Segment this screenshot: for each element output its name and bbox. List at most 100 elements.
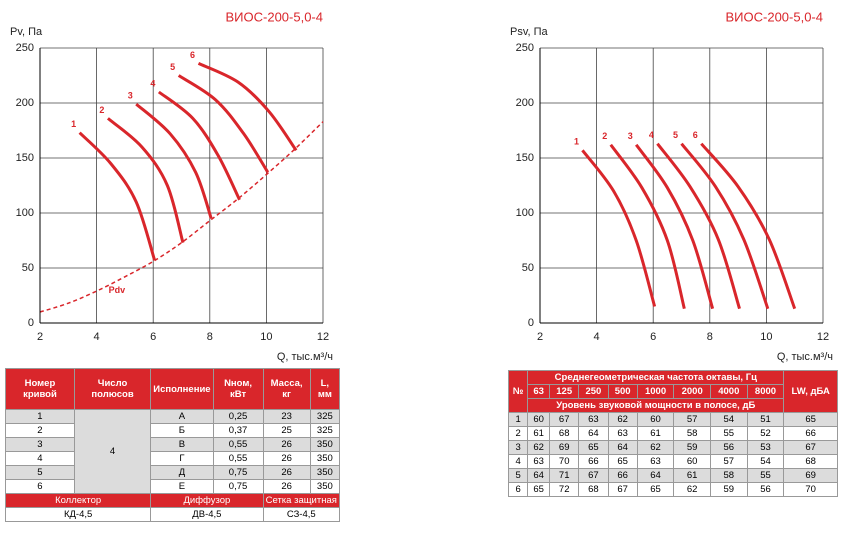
row: 5 Д 0,75 26 350: [5, 465, 341, 480]
series-label: 3: [128, 90, 133, 100]
cell: 63: [636, 454, 675, 469]
row: 2 61 68 64 63 61 58 55 52 66: [507, 426, 838, 441]
row: КД-4,5 ДВ-4,5 СЗ-4,5: [4, 507, 341, 522]
x-tick-label: 4: [594, 331, 600, 343]
header-cell: Nном, кВт: [212, 368, 264, 410]
curve: [581, 149, 657, 307]
y-tick-label: 200: [16, 97, 34, 109]
header-cell: L, мм: [309, 368, 341, 410]
chart-title: ВИОС-200-5,0-4: [226, 9, 324, 24]
curve: [106, 117, 185, 244]
cell: 26: [262, 479, 311, 494]
header-cell: Уровень звуковой мощности в полосе, дБ: [527, 398, 785, 413]
row: 4 63 70 66 65 63 60 57 54 68: [507, 454, 838, 469]
cell: Г: [150, 451, 214, 466]
cell: 62: [527, 440, 551, 455]
header-cell: Диффузор: [150, 493, 264, 508]
cell: 55: [746, 468, 785, 483]
cell: 2: [5, 423, 75, 438]
cell: 68: [549, 426, 580, 441]
y-tick-label: 100: [516, 207, 534, 219]
row: 6 65 72 68 67 65 62 59 56 70: [507, 482, 838, 497]
cell: 60: [673, 454, 711, 469]
cell: 3: [5, 437, 75, 452]
cell: 350: [309, 437, 341, 452]
row: 6 Е 0,75 26 350: [5, 479, 341, 494]
cell: ДВ-4,5: [150, 507, 264, 522]
cell: 59: [673, 440, 711, 455]
cell: КД-4,5: [4, 507, 152, 522]
series-label: 6: [190, 50, 195, 60]
cell: 72: [549, 482, 580, 497]
cell: 26: [262, 437, 311, 452]
x-tick-label: 10: [260, 331, 272, 343]
cell: 65: [636, 482, 675, 497]
row: 2 Б 0,37 25 325: [5, 423, 341, 438]
series-label: 4: [150, 78, 155, 88]
curve: [680, 142, 770, 310]
cell: 66: [607, 468, 638, 483]
header-cell: 125: [549, 384, 580, 399]
cell: 0,55: [212, 451, 264, 466]
series-label: 5: [170, 62, 175, 72]
cell: 51: [746, 412, 785, 427]
cell: 1: [507, 412, 529, 427]
cell: 69: [549, 440, 580, 455]
cell: 63: [607, 426, 638, 441]
cell: 65: [783, 412, 838, 427]
row: 3 62 69 65 64 62 59 56 53 67: [507, 440, 838, 455]
cell: 65: [527, 482, 551, 497]
x-axis-label: Q, тыс.м³/ч: [777, 351, 833, 363]
cell: 63: [578, 412, 609, 427]
header-cell: 250: [578, 384, 609, 399]
cell: 0,25: [212, 409, 264, 424]
dashed-line: [39, 121, 324, 313]
cell: 25: [262, 423, 311, 438]
x-tick-label: 10: [760, 331, 772, 343]
cell: 6: [5, 479, 75, 494]
cell: Д: [150, 465, 214, 480]
x-tick-label: 12: [817, 331, 829, 343]
cell: 64: [636, 468, 675, 483]
curve: [197, 62, 298, 152]
cell: 0,75: [212, 465, 264, 480]
cell: 60: [636, 412, 675, 427]
cell: 0,37: [212, 423, 264, 438]
cell: 350: [309, 451, 341, 466]
cell: 0,75: [212, 479, 264, 494]
cell: Б: [150, 423, 214, 438]
cell: 56: [710, 440, 748, 455]
header-cell: 4000: [710, 384, 748, 399]
cell: 67: [578, 468, 609, 483]
row: № Среднегеометрическая частота октавы, Гц…: [507, 370, 838, 413]
x-tick-label: 6: [150, 331, 156, 343]
header-cell: 2000: [673, 384, 711, 399]
header-cell: Число полюсов: [73, 368, 152, 410]
curve: [135, 102, 213, 219]
cell: 71: [549, 468, 580, 483]
cell: 68: [578, 482, 609, 497]
cell: 61: [527, 426, 551, 441]
cell: 55: [710, 426, 748, 441]
header-cell: Исполнение: [150, 368, 214, 410]
y-tick-label: 0: [528, 317, 534, 329]
row: 4 Г 0,55 26 350: [5, 451, 341, 466]
row: 1 60 67 63 62 60 57 54 51 65: [507, 412, 838, 427]
header-cell: Масса, кг: [262, 368, 311, 410]
header-cell: Сетка защитная: [262, 493, 341, 508]
cell: В: [150, 437, 214, 452]
cell: 1: [5, 409, 75, 424]
cell: 26: [262, 465, 311, 480]
y-tick-label: 250: [516, 42, 534, 54]
cell: 350: [309, 465, 341, 480]
cell: 64: [607, 440, 638, 455]
cell: 61: [673, 468, 711, 483]
x-tick-label: 2: [37, 331, 43, 343]
cell: СЗ-4,5: [262, 507, 341, 522]
cell: 4: [507, 454, 529, 469]
x-axis-label: Q, тыс.м³/ч: [277, 351, 333, 363]
y-tick-label: 50: [522, 262, 534, 274]
row: Номер кривой Число полюсов Исполнение Nном,…: [5, 368, 341, 410]
header-cell: Коллектор: [4, 493, 152, 508]
